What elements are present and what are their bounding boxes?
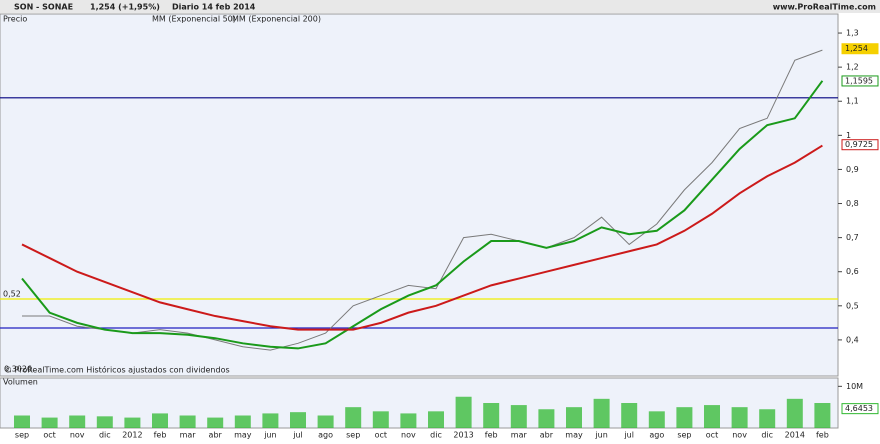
x-tick-label: feb (816, 431, 829, 440)
series-line (22, 49, 823, 351)
y-tick-label: 1,2 (846, 63, 859, 72)
volume-bar (648, 411, 665, 428)
x-tick-label: mar (180, 431, 197, 440)
header-bar (0, 0, 880, 13)
volume-bar (759, 409, 776, 428)
h-line-label: 0,52 (3, 289, 21, 298)
volume-bar (428, 411, 444, 428)
y-tick-label: 0,9 (846, 165, 859, 174)
volume-bar (179, 415, 196, 428)
volume-bar (786, 398, 803, 428)
volume-bar (124, 417, 141, 428)
x-tick-label: feb (485, 431, 498, 440)
quote: 1,254 (+1,95%) (90, 3, 160, 12)
volume-label: Volumen (3, 378, 38, 387)
price-tag-label: 1,254 (845, 44, 868, 53)
x-tick-label: jun (263, 431, 276, 440)
x-tick-label: sep (15, 431, 29, 440)
volume-bar (14, 415, 30, 428)
volume-bar (621, 403, 638, 428)
volume-bar (317, 415, 334, 428)
volume-bar (152, 413, 168, 428)
volume-bar (372, 411, 389, 428)
y-tick-label: 0,8 (846, 199, 859, 208)
volume-bar (400, 413, 417, 428)
panel-label: Precio (3, 15, 27, 24)
x-tick-label: sep (677, 431, 691, 440)
x-tick-label: mar (511, 431, 528, 440)
x-tick-label: jun (594, 431, 607, 440)
volume-bar (538, 409, 555, 428)
x-tick-label: nov (732, 431, 747, 440)
volume-bar (207, 417, 224, 428)
legend-entry: MM (Exponencial 200) (232, 15, 321, 24)
y-tick-label: 1,3 (846, 29, 859, 38)
x-tick-label: sep (346, 431, 360, 440)
x-tick-label: dic (430, 431, 442, 440)
x-tick-label: ago (318, 431, 333, 440)
x-tick-label: jul (292, 431, 303, 440)
x-tick-label: ago (649, 431, 664, 440)
x-tick-label: abr (540, 431, 554, 440)
volume-bar (814, 403, 831, 428)
x-tick-label: oct (43, 431, 55, 440)
x-tick-label: nov (70, 431, 85, 440)
footer: © ProRealTime.com Históricos ajustados c… (4, 365, 230, 375)
volume-bar (290, 412, 306, 428)
price-tag-label: 0,9725 (845, 140, 873, 149)
x-tick-label: may (234, 431, 252, 440)
x-tick-label: may (565, 431, 583, 440)
x-tick-label: feb (154, 431, 167, 440)
legend-entry: MM (Exponencial 50) (152, 15, 236, 24)
y-tick-label: 0,6 (846, 267, 859, 276)
x-tick-label: oct (375, 431, 387, 440)
y-tick-label: 0,7 (846, 233, 859, 242)
volume-bar (96, 416, 113, 428)
price-tag (841, 139, 879, 151)
x-tick-label: dic (761, 431, 773, 440)
y-tick-label: 0,5 (846, 301, 859, 310)
price-panel (0, 13, 839, 377)
period: Diario 14 feb 2014 (172, 3, 256, 12)
volume-bar (262, 413, 279, 428)
volume-bar (676, 407, 693, 428)
x-tick-label: nov (401, 431, 416, 440)
y-tick-label: 0,4 (846, 335, 859, 344)
site: www.ProRealTime.com (773, 3, 876, 12)
x-tick-label: 2012 (122, 431, 142, 440)
symbol: SON - SONAE (14, 3, 73, 12)
y-tick-label: 1 (846, 131, 851, 140)
volume-bar (593, 398, 610, 428)
x-tick-label: dic (99, 431, 111, 440)
series-line (21, 80, 824, 350)
volume-bar (731, 407, 748, 428)
volume-bar (41, 417, 58, 428)
volume-bar (69, 415, 86, 428)
volume-bar (566, 407, 582, 428)
y-tick-label: 10M (846, 382, 863, 391)
volume-bar (483, 403, 500, 428)
volume-bar (345, 407, 362, 428)
series-line (21, 144, 823, 331)
x-tick-label: oct (706, 431, 718, 440)
x-tick-label: 2014 (785, 431, 805, 440)
volume-bar (510, 405, 527, 428)
x-tick-label: 2013 (453, 431, 473, 440)
volume-bar (455, 396, 472, 428)
price-tag (841, 43, 879, 55)
price-tag (841, 75, 879, 87)
price-tag-label: 1,1595 (845, 76, 873, 85)
volume-tag (841, 403, 879, 415)
y-tick-label: 1,1 (846, 97, 859, 106)
x-tick-label: jul (623, 431, 634, 440)
volume-tag-label: 4,6453 (845, 404, 873, 413)
x-tick-label: abr (209, 431, 223, 440)
volume-bar (704, 405, 720, 428)
low-label: 0,3026 (4, 365, 32, 374)
volume-bar (234, 415, 251, 428)
